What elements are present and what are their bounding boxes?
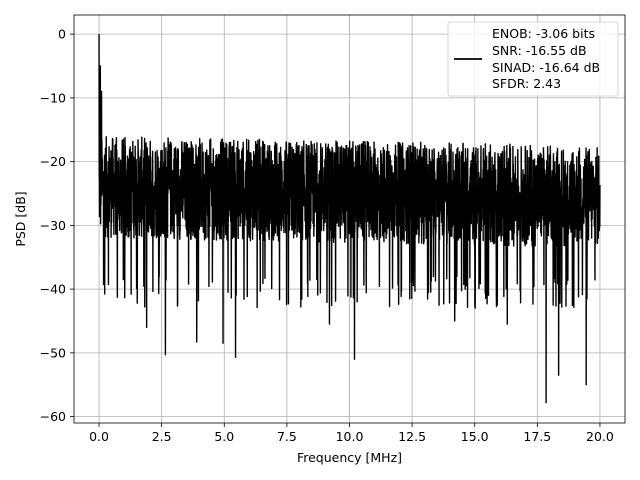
y-tick-label: −30	[40, 218, 66, 233]
y-tick-label: −50	[40, 345, 66, 360]
legend-line-snr: SNR: -16.55 dB	[492, 43, 587, 58]
legend-line-enob: ENOB: -3.06 bits	[492, 26, 595, 41]
x-tick-label: 5.0	[214, 429, 234, 444]
y-tick-label: −10	[40, 90, 66, 105]
y-tick-label: −20	[40, 154, 66, 169]
y-tick-label: −60	[40, 409, 66, 424]
x-tick-label: 7.5	[277, 429, 297, 444]
legend-box	[447, 21, 619, 97]
x-tick-label: 20.0	[586, 429, 614, 444]
legend: ENOB: -3.06 bits SNR: -16.55 dB SINAD: -…	[447, 21, 619, 97]
x-axis-ticks: 0.0 2.5 5.0 7.5 10.0 12.5 15.0 17.5 20.0	[89, 423, 614, 444]
legend-line-sfdr: SFDR: 2.43	[492, 76, 561, 91]
x-tick-label: 12.5	[398, 429, 426, 444]
y-tick-label: 0	[58, 27, 66, 42]
y-tick-label: −40	[40, 282, 66, 297]
x-tick-label: 2.5	[152, 429, 172, 444]
y-axis-label: PSD [dB]	[13, 191, 28, 246]
y-axis-ticks: 0 −10 −20 −30 −40 −50 −60	[40, 27, 74, 424]
series-group	[98, 34, 601, 404]
x-tick-label: 10.0	[336, 429, 364, 444]
legend-line-sinad: SINAD: -16.64 dB	[492, 60, 600, 75]
x-tick-label: 15.0	[461, 429, 489, 444]
x-tick-label: 17.5	[523, 429, 551, 444]
x-tick-label: 0.0	[89, 429, 109, 444]
psd-series-line	[98, 34, 601, 404]
x-axis-label: Frequency [MHz]	[297, 450, 402, 465]
